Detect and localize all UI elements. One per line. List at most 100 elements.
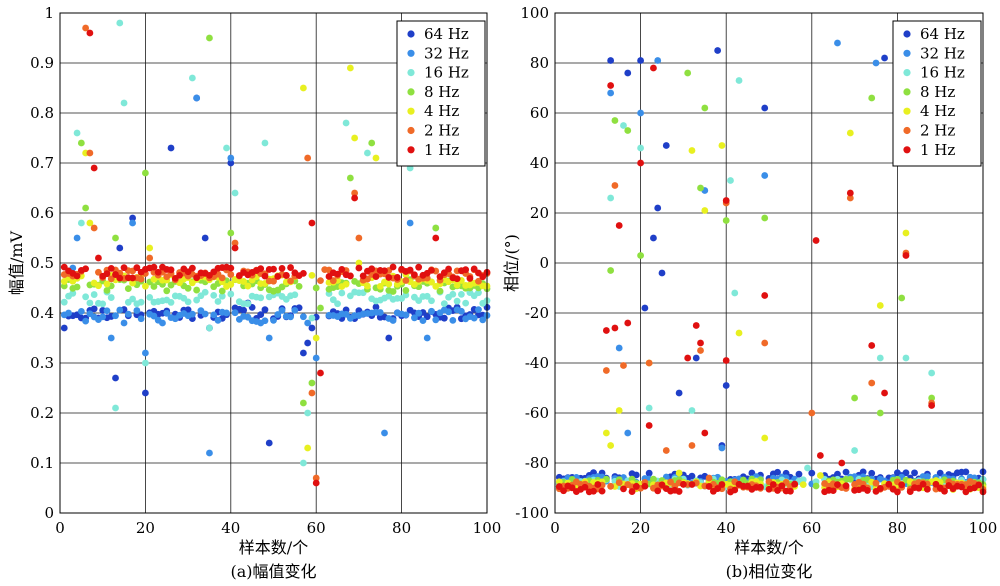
legend-marker [903, 49, 911, 57]
data-points [60, 19, 491, 487]
data-point [902, 229, 910, 237]
data-point [308, 219, 316, 227]
y-tick-label: -40 [525, 354, 549, 372]
data-point [368, 265, 376, 273]
legend-label: 8 Hz [920, 83, 955, 101]
data-point [291, 306, 299, 314]
data-point [641, 482, 649, 490]
data-point [69, 289, 77, 297]
x-tick-label: 80 [888, 519, 907, 537]
y-tick-label: 80 [530, 54, 549, 72]
data-point [714, 485, 722, 492]
data-point [428, 307, 435, 315]
data-point [881, 54, 888, 62]
data-point [95, 282, 102, 290]
data-point [270, 277, 277, 285]
y-tick-label: 0.4 [30, 304, 54, 322]
data-point [962, 468, 970, 476]
data-point [757, 483, 764, 491]
data-point [381, 429, 388, 437]
data-point [475, 277, 482, 285]
data-point [299, 349, 307, 357]
data-point [787, 487, 794, 495]
data-point [261, 306, 269, 314]
y-tick-label: 0.9 [30, 54, 54, 72]
data-point [846, 129, 854, 137]
data-point [876, 354, 884, 362]
data-point [188, 310, 196, 318]
legend-label: 4 Hz [424, 102, 459, 120]
data-point [615, 344, 623, 352]
data-point [906, 488, 914, 496]
data-point [602, 367, 610, 374]
data-point [662, 447, 670, 454]
legend-label: 16 Hz [920, 64, 965, 82]
data-point [881, 389, 888, 397]
x-tick-label: 40 [717, 519, 736, 537]
x-tick-label: 20 [631, 519, 650, 537]
data-point [193, 274, 201, 282]
data-point [637, 159, 644, 167]
data-point [868, 94, 876, 102]
data-point [936, 469, 944, 477]
data-point [137, 315, 145, 323]
legend-item: 16 Hz [903, 64, 965, 82]
y-tick-label: -100 [515, 504, 549, 522]
data-point [735, 77, 743, 84]
legend-label: 32 Hz [920, 44, 965, 62]
data-point [872, 479, 880, 487]
data-point [911, 469, 918, 477]
legend-label: 4 Hz [920, 102, 955, 120]
data-point [317, 369, 324, 377]
data-point [406, 266, 414, 274]
data-point [868, 469, 876, 477]
data-point [470, 265, 478, 273]
data-point [218, 274, 226, 282]
data-point [923, 485, 931, 493]
data-point [765, 485, 773, 493]
panel-caption: (b)相位变化 [726, 562, 813, 581]
data-point [902, 252, 910, 259]
data-point [304, 154, 312, 162]
data-point [86, 299, 94, 307]
data-point [60, 324, 68, 332]
x-axis-label: 样本数/个 [239, 538, 308, 557]
data-point [184, 284, 192, 292]
data-point [82, 24, 90, 32]
data-point [103, 270, 111, 278]
data-point [355, 259, 363, 267]
data-point [257, 265, 265, 273]
data-point [299, 459, 307, 467]
data-point [107, 334, 115, 342]
data-point [705, 483, 713, 490]
data-point [364, 149, 371, 157]
data-point [615, 479, 623, 487]
data-point [470, 314, 478, 322]
data-point [227, 159, 235, 167]
data-point [124, 310, 132, 318]
data-point [607, 89, 615, 97]
data-point [842, 468, 850, 476]
data-point [112, 234, 119, 242]
data-point [624, 127, 632, 134]
data-point [731, 486, 739, 494]
data-point [90, 164, 98, 172]
data-point [829, 487, 837, 495]
data-point [645, 469, 653, 477]
legend-marker [407, 30, 415, 38]
data-point [265, 334, 273, 342]
legend-item: 64 Hz [407, 25, 469, 43]
data-point [598, 487, 606, 495]
data-point [453, 281, 461, 289]
data-point [876, 485, 884, 492]
data-point [457, 307, 465, 315]
data-point [423, 334, 431, 342]
data-point [761, 214, 769, 222]
data-point [479, 273, 487, 281]
legend-marker [903, 30, 911, 38]
legend-marker [903, 69, 911, 77]
data-point [419, 317, 427, 325]
data-point [120, 99, 128, 107]
data-point [637, 144, 644, 152]
